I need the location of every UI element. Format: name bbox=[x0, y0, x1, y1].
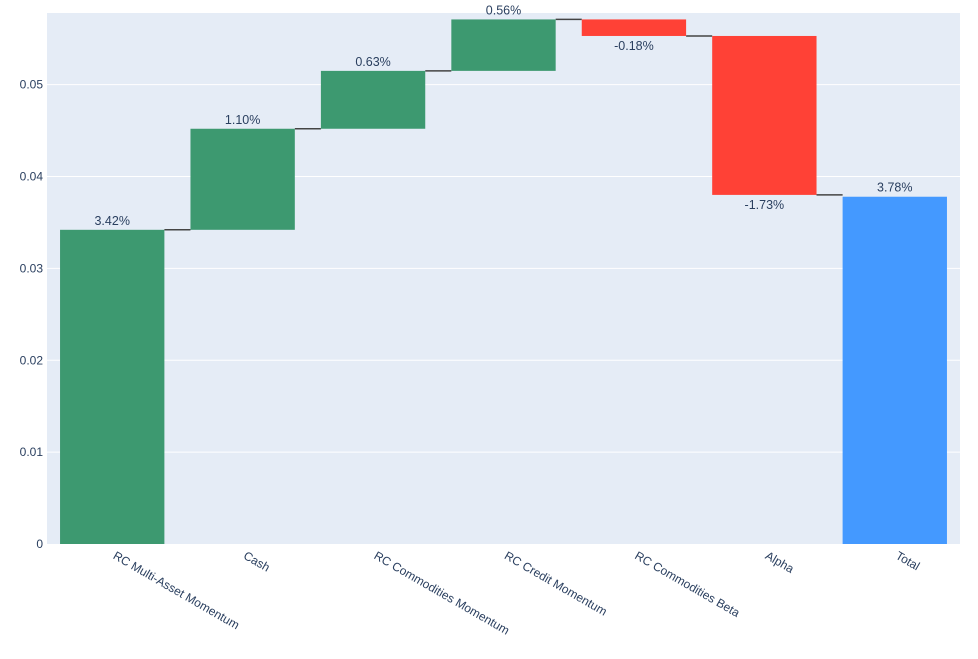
data-label: -1.73% bbox=[745, 198, 785, 212]
x-tick-label: RC Commodities Momentum bbox=[372, 548, 512, 637]
data-label: 3.78% bbox=[877, 181, 912, 195]
data-label: 0.56% bbox=[486, 3, 521, 17]
y-tick-label: 0.03 bbox=[20, 261, 44, 275]
x-tick-label: RC Multi-Asset Momentum bbox=[111, 548, 242, 632]
y-tick-label: 0.04 bbox=[20, 170, 44, 184]
x-tick-label: RC Credit Momentum bbox=[502, 548, 609, 618]
data-label: -0.18% bbox=[614, 39, 654, 53]
y-tick-label: 0.05 bbox=[20, 78, 44, 92]
x-tick-label: Total bbox=[893, 548, 922, 573]
x-tick-label: RC Commodities Beta bbox=[632, 548, 742, 620]
bar-rc-credit-momentum bbox=[451, 19, 556, 71]
bar-rc-commodities-beta bbox=[581, 19, 687, 36]
bar-layer bbox=[60, 19, 947, 544]
data-label: 1.10% bbox=[225, 113, 260, 127]
data-label: 3.42% bbox=[94, 214, 129, 228]
bar-total bbox=[842, 196, 947, 544]
x-tick-label: Cash bbox=[241, 548, 272, 574]
bar-alpha bbox=[712, 35, 817, 195]
x-axis-ticks: RC Multi-Asset Momentum Cash RC Commoditie… bbox=[111, 548, 923, 637]
data-label: 0.63% bbox=[355, 55, 390, 69]
y-tick-label: 0 bbox=[36, 537, 43, 551]
bar-rc-commodities-momentum bbox=[320, 70, 426, 129]
y-axis-ticks: 0 0.01 0.02 0.03 0.04 0.05 bbox=[20, 78, 44, 551]
connector-layer bbox=[164, 18, 843, 231]
plot-background bbox=[47, 13, 960, 544]
bar-rc-multi-asset-momentum bbox=[60, 229, 165, 544]
bar-cash bbox=[190, 128, 295, 230]
y-tick-label: 0.01 bbox=[20, 445, 44, 459]
y-tick-label: 0.02 bbox=[20, 353, 44, 367]
x-tick-label: Alpha bbox=[763, 548, 797, 576]
data-label-layer: 3.42% 1.10% 0.63% 0.56% -0.18% -1.73% 3.78% bbox=[94, 3, 912, 227]
